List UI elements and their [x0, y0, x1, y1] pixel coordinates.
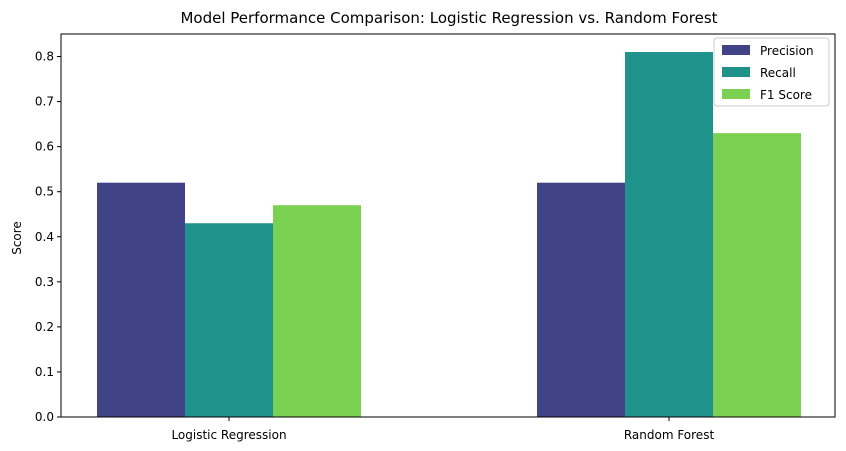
chart-title: Model Performance Comparison: Logistic R…	[180, 9, 717, 27]
legend-swatch-f1-score	[722, 89, 750, 99]
y-tick-label: 0.0	[35, 410, 54, 424]
bars-group	[97, 52, 801, 418]
legend-label: Precision	[760, 44, 814, 58]
y-tick-label: 0.5	[35, 185, 54, 199]
bar-recall-1	[625, 52, 713, 417]
bar-precision-0	[97, 182, 185, 417]
x-axis: Logistic Regression Random Forest	[171, 417, 714, 442]
y-axis-label: Score	[10, 221, 24, 255]
legend-label: F1 Score	[760, 88, 812, 102]
y-tick-label: 0.1	[35, 365, 54, 379]
x-tick-label: Logistic Regression	[171, 428, 286, 442]
bar-recall-0	[185, 223, 273, 417]
y-tick-label: 0.6	[35, 140, 54, 154]
y-tick-label: 0.3	[35, 275, 54, 289]
y-tick-label: 0.7	[35, 95, 54, 109]
legend-swatch-precision	[722, 45, 750, 55]
bar-f1-score-0	[273, 205, 361, 417]
y-tick-label: 0.4	[35, 230, 54, 244]
bar-precision-1	[537, 182, 625, 417]
bar-f1-score-1	[713, 133, 801, 418]
plot-frame	[60, 33, 836, 418]
y-tick-label: 0.2	[35, 320, 54, 334]
y-tick-label: 0.8	[35, 50, 54, 64]
legend-swatch-recall	[722, 67, 750, 77]
y-axis: 0.0 0.1 0.2 0.3 0.4 0.5 0.6 0.7 0.8	[35, 50, 61, 424]
legend-label: Recall	[760, 66, 796, 80]
legend: Precision Recall F1 Score	[713, 37, 830, 107]
x-tick-label: Random Forest	[624, 428, 715, 442]
